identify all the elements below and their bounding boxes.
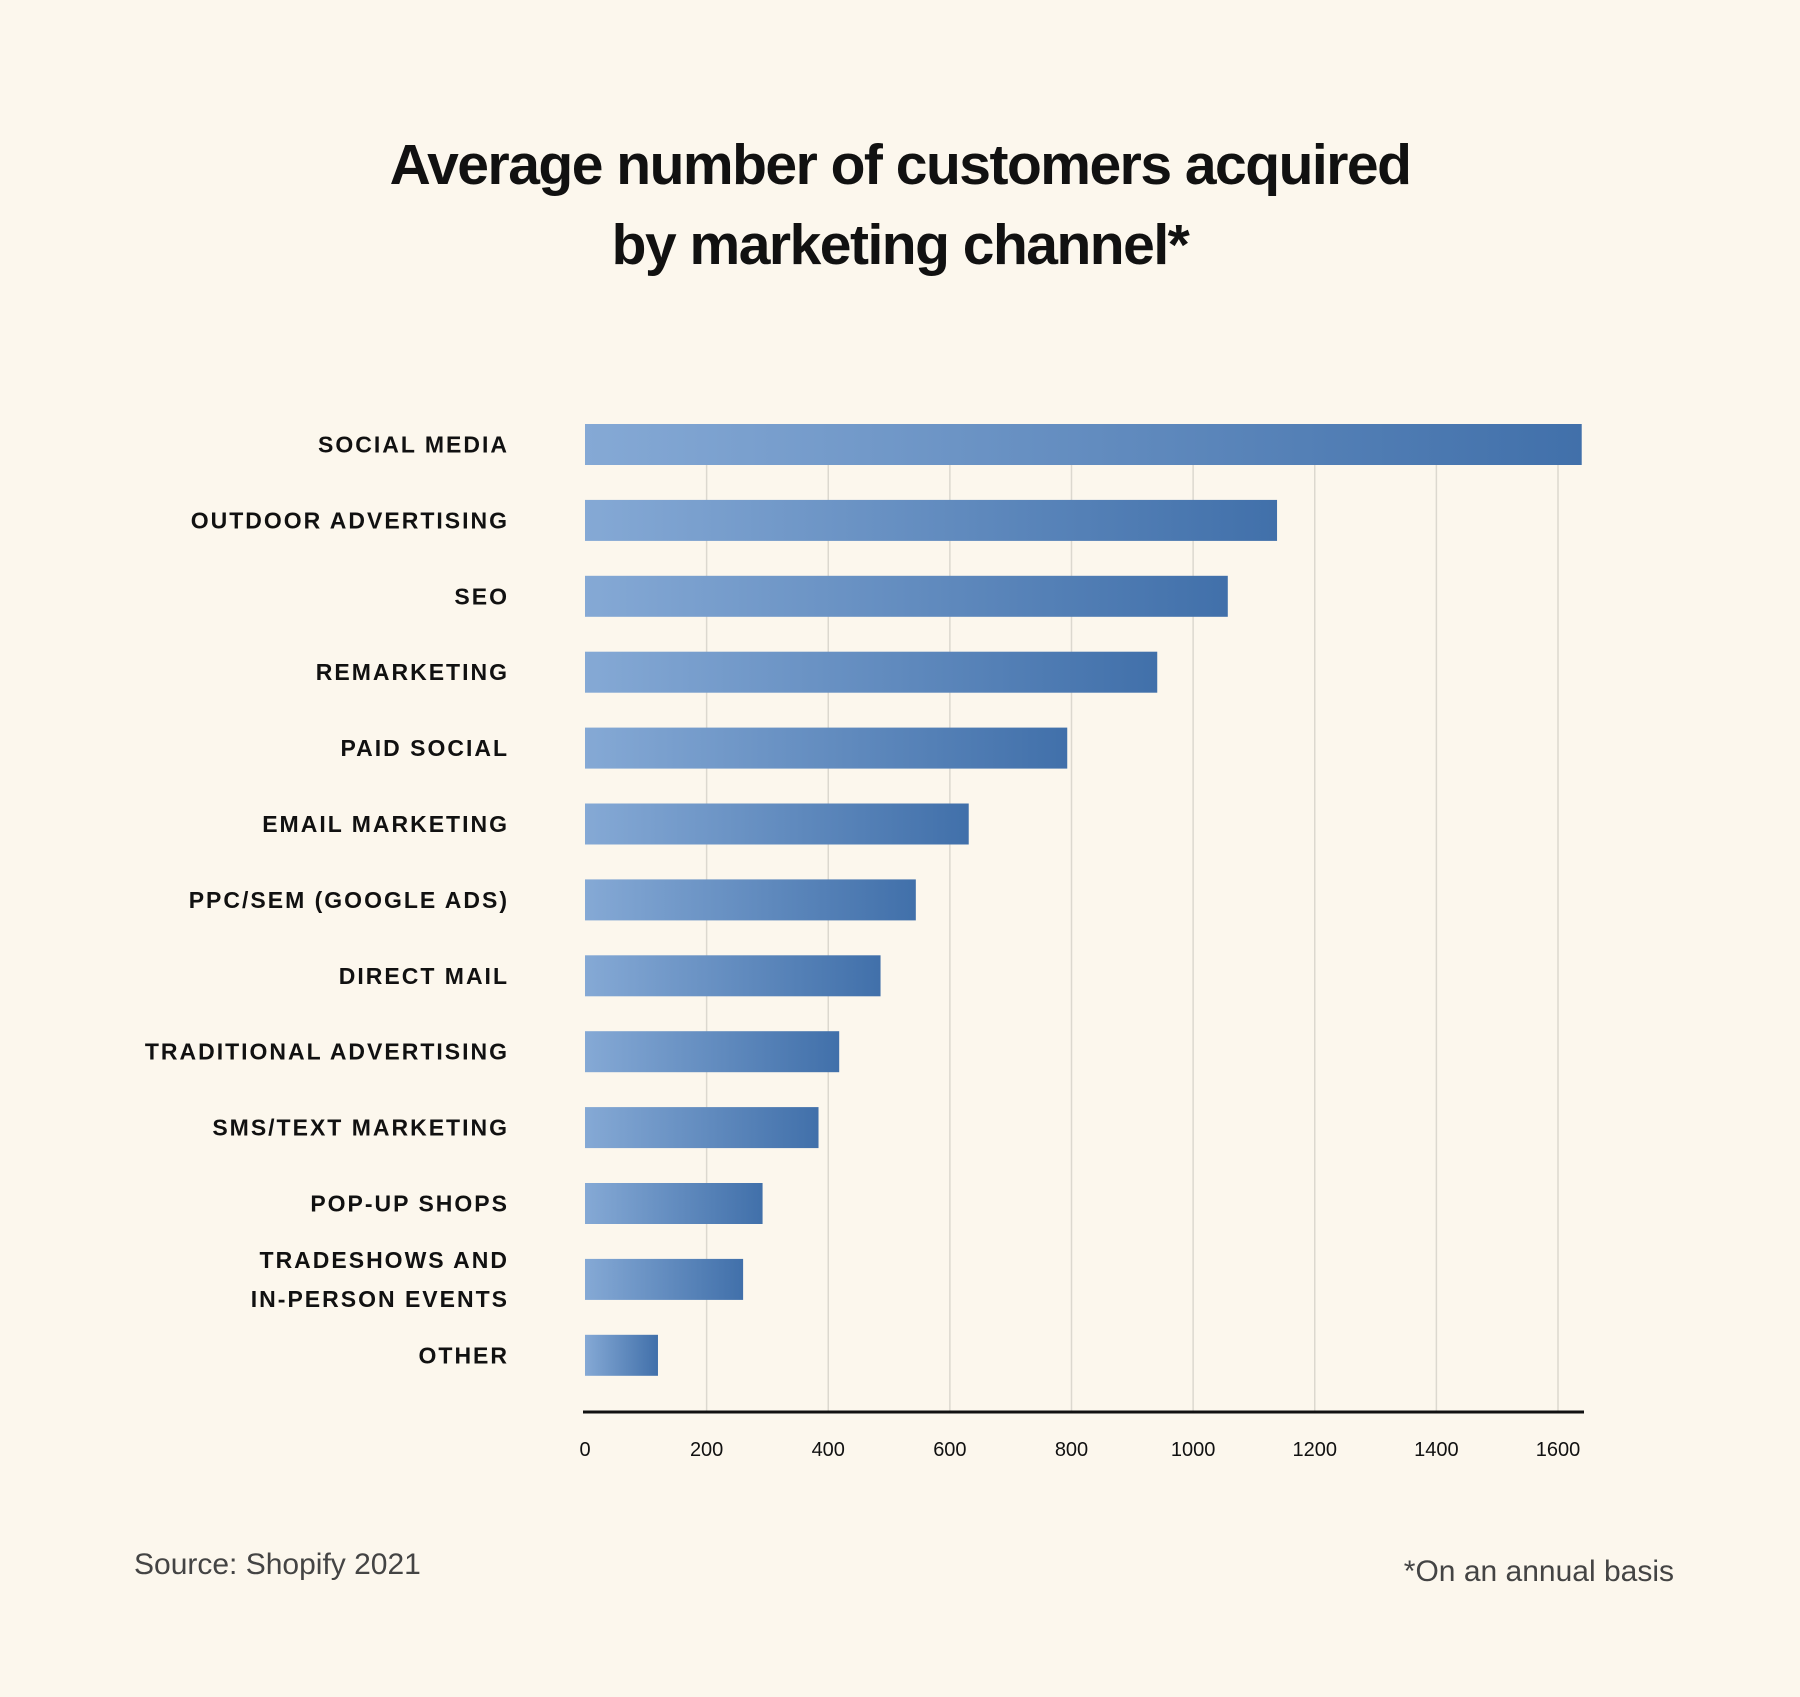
x-tick-label: 1400: [1414, 1439, 1459, 1461]
category-label: DIRECT MAIL: [339, 963, 509, 989]
bar: [585, 424, 1582, 465]
bar: [585, 1183, 763, 1224]
x-tick-label: 600: [933, 1439, 966, 1461]
category-label: SOCIAL MEDIA: [318, 432, 509, 458]
x-tick-label: 800: [1055, 1439, 1088, 1461]
category-label: PAID SOCIAL: [340, 735, 509, 761]
bar: [585, 575, 1228, 617]
x-tick-label: 1600: [1536, 1439, 1581, 1461]
category-label: REMARKETING: [316, 659, 509, 685]
x-tick-label: 400: [812, 1439, 845, 1461]
category-label: PPC/SEM (GOOGLE ADS): [189, 887, 509, 913]
chart-title-line: Average number of customers acquired: [389, 133, 1412, 197]
category-label: OTHER: [419, 1342, 510, 1368]
bar: [585, 955, 881, 997]
x-tick-label: 1200: [1293, 1439, 1338, 1461]
x-tick-label: 1000: [1171, 1439, 1216, 1461]
category-label: SEO: [454, 583, 509, 609]
category-label: TRADITIONAL ADVERTISING: [145, 1039, 509, 1065]
chart-title-line: by marketing channel*: [611, 213, 1190, 277]
category-label: POP-UP SHOPS: [310, 1191, 509, 1217]
chart-title: Average number of customers acquired by …: [0, 125, 1800, 285]
category-label: EMAIL MARKETING: [262, 811, 509, 837]
bar: [585, 1031, 840, 1073]
bar: [585, 651, 1158, 693]
bar: [585, 1107, 819, 1149]
bar: [585, 879, 916, 921]
category-label: IN-PERSON EVENTS: [251, 1286, 509, 1312]
category-label: SMS/TEXT MARKETING: [212, 1115, 509, 1141]
category-label: OUTDOOR ADVERTISING: [191, 507, 509, 533]
bar: [585, 1334, 658, 1376]
x-tick-label: 0: [579, 1439, 590, 1461]
footnote: *On an annual basis: [1403, 1555, 1674, 1588]
x-tick-label: 200: [690, 1439, 723, 1461]
bar: [585, 1258, 744, 1300]
bar: [585, 727, 1068, 769]
source-note: Source: Shopify 2021: [134, 1548, 421, 1581]
bar: [585, 499, 1278, 541]
category-label: TRADESHOWS AND: [260, 1247, 509, 1273]
bar: [585, 803, 969, 845]
